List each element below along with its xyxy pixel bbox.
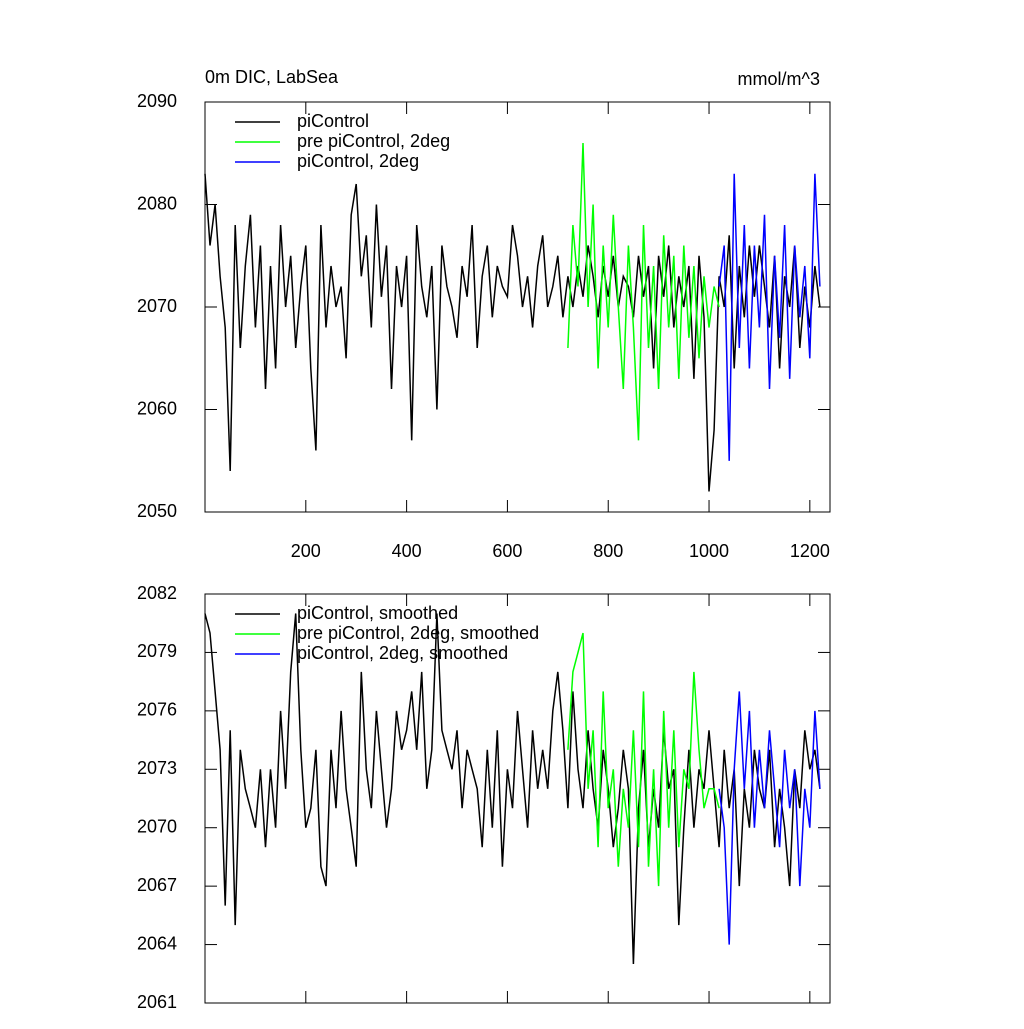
series-line (567, 142, 720, 441)
plot-frame (204, 593, 831, 1004)
chart-title: 0m DIC, LabSea (205, 67, 339, 87)
x-tick-label: 200 (291, 541, 321, 561)
legend-label: piControl, 2deg, smoothed (297, 643, 508, 663)
y-tick-label: 2070 (137, 816, 177, 836)
legend-label: piControl (297, 111, 369, 131)
legend-label: piControl, smoothed (297, 603, 458, 623)
x-tick-label: 600 (492, 541, 522, 561)
y-tick-label: 2070 (137, 296, 177, 316)
legend-label: pre piControl, 2deg, smoothed (297, 623, 539, 643)
x-tick-label: 1000 (689, 541, 729, 561)
series-line (718, 173, 821, 461)
y-tick-label: 2073 (137, 758, 177, 778)
y-tick-label: 2060 (137, 398, 177, 418)
x-tick-label: 1200 (790, 541, 830, 561)
y-tick-label: 2064 (137, 933, 177, 953)
y-tick-label: 2082 (137, 583, 177, 603)
legend-label: pre piControl, 2deg (297, 131, 450, 151)
series-line (718, 691, 821, 945)
y-tick-label: 2079 (137, 641, 177, 661)
x-tick-label: 400 (392, 541, 422, 561)
series-line (204, 613, 821, 965)
series-line (567, 632, 720, 887)
y-tick-label: 2061 (137, 992, 177, 1012)
x-tick-label: 800 (593, 541, 623, 561)
plot-frame (204, 101, 831, 513)
series-line (204, 173, 821, 492)
units-label: mmol/m^3 (738, 69, 820, 89)
y-tick-label: 2076 (137, 700, 177, 720)
y-tick-label: 2067 (137, 875, 177, 895)
legend-label: piControl, 2deg (297, 151, 419, 171)
y-tick-label: 2080 (137, 193, 177, 213)
y-tick-label: 2050 (137, 501, 177, 521)
y-tick-label: 2090 (137, 91, 177, 111)
